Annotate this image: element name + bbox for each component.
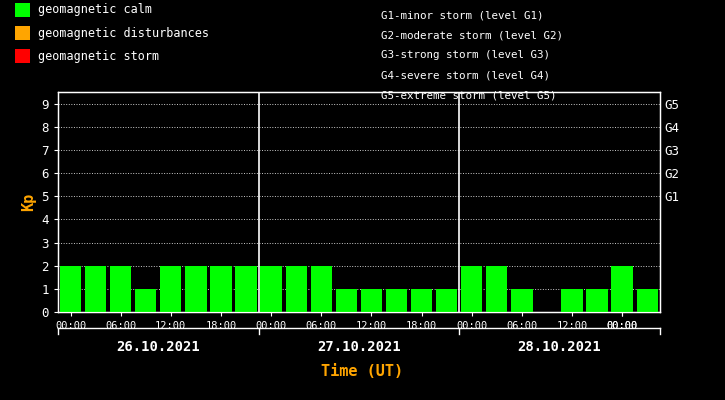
Text: G1-minor storm (level G1): G1-minor storm (level G1) bbox=[381, 10, 543, 20]
Bar bbox=[310, 266, 332, 312]
Y-axis label: Kp: Kp bbox=[21, 193, 36, 211]
Bar bbox=[386, 289, 407, 312]
Text: 26.10.2021: 26.10.2021 bbox=[117, 340, 200, 354]
Text: G3-strong storm (level G3): G3-strong storm (level G3) bbox=[381, 50, 550, 60]
Text: 27.10.2021: 27.10.2021 bbox=[317, 340, 401, 354]
Text: G2-moderate storm (level G2): G2-moderate storm (level G2) bbox=[381, 30, 563, 40]
Bar bbox=[160, 266, 181, 312]
Bar bbox=[286, 266, 307, 312]
Bar bbox=[486, 266, 507, 312]
Bar bbox=[511, 289, 532, 312]
Text: G4-severe storm (level G4): G4-severe storm (level G4) bbox=[381, 70, 550, 80]
Text: Time (UT): Time (UT) bbox=[321, 364, 404, 379]
Bar bbox=[637, 289, 658, 312]
Bar bbox=[135, 289, 157, 312]
Bar bbox=[85, 266, 107, 312]
Bar bbox=[361, 289, 382, 312]
Text: geomagnetic disturbances: geomagnetic disturbances bbox=[38, 27, 209, 40]
Text: geomagnetic calm: geomagnetic calm bbox=[38, 4, 152, 16]
Text: geomagnetic storm: geomagnetic storm bbox=[38, 50, 159, 63]
Bar bbox=[436, 289, 457, 312]
Bar bbox=[210, 266, 231, 312]
Bar bbox=[60, 266, 81, 312]
Text: 28.10.2021: 28.10.2021 bbox=[518, 340, 601, 354]
Bar bbox=[236, 266, 257, 312]
Bar bbox=[336, 289, 357, 312]
Bar bbox=[611, 266, 633, 312]
Bar bbox=[260, 266, 282, 312]
Bar bbox=[587, 289, 608, 312]
Bar bbox=[561, 289, 583, 312]
Bar bbox=[110, 266, 131, 312]
Bar bbox=[411, 289, 432, 312]
Text: G5-extreme storm (level G5): G5-extreme storm (level G5) bbox=[381, 90, 556, 100]
Bar bbox=[186, 266, 207, 312]
Bar bbox=[461, 266, 482, 312]
